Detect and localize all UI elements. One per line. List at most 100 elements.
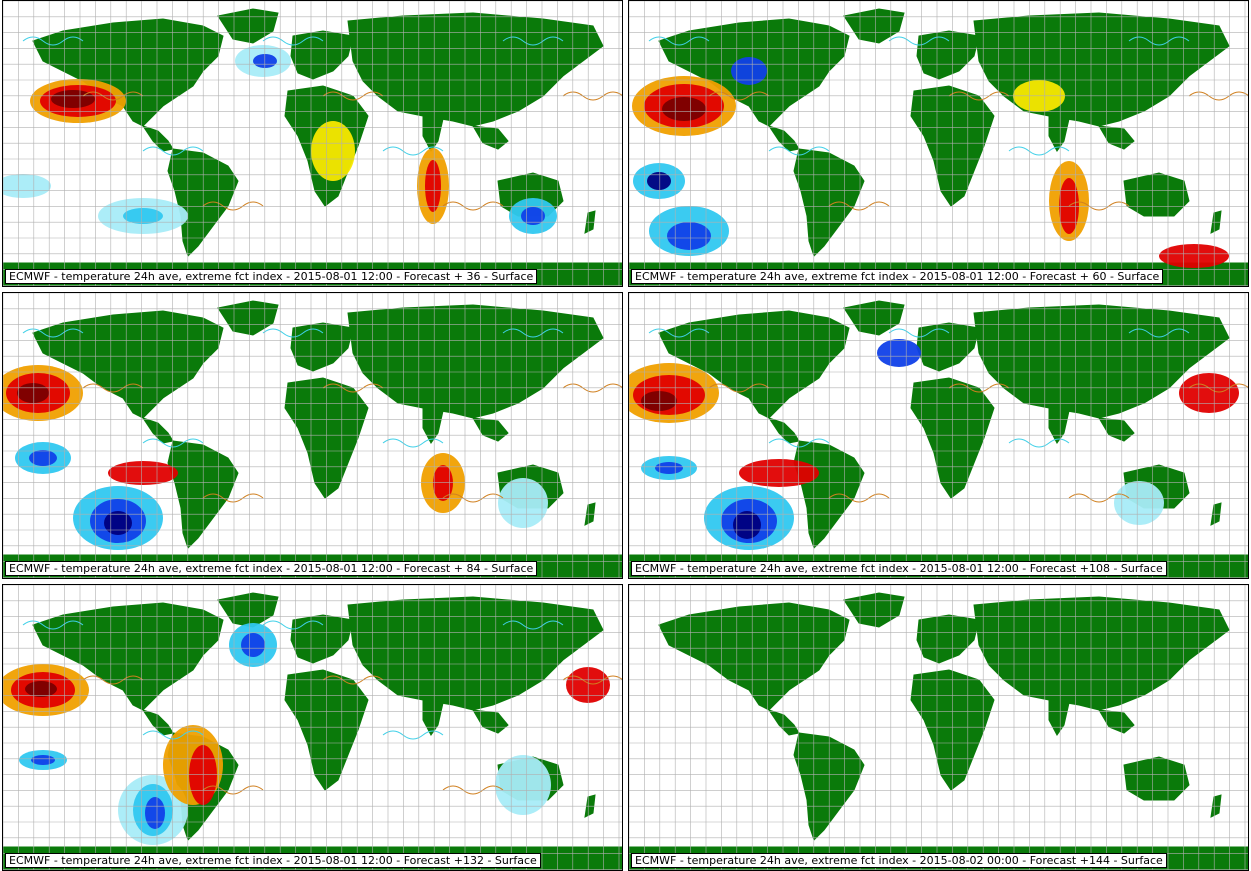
contour-line <box>202 201 264 211</box>
contour-line <box>708 383 770 393</box>
anomaly-area <box>433 465 453 501</box>
greenland <box>217 592 279 628</box>
contour-line <box>82 383 144 393</box>
anomaly-area <box>1159 244 1229 268</box>
anomaly-area <box>311 121 355 181</box>
greenland <box>843 592 905 628</box>
contour-line <box>202 785 264 795</box>
greenland <box>217 8 279 44</box>
contour-line <box>82 675 144 685</box>
map-panel-forecast-108: ECMWF - temperature 24h ave, extreme fct… <box>628 292 1249 579</box>
world-map <box>3 293 622 578</box>
anomaly-area <box>655 462 683 474</box>
contour-line <box>648 36 710 46</box>
map-panel-forecast-36: ECMWF - temperature 24h ave, extreme fct… <box>2 0 623 287</box>
contour-line <box>1128 36 1190 46</box>
contour-line <box>322 383 384 393</box>
world-map <box>3 585 622 870</box>
anomaly-area <box>104 511 132 535</box>
contour-line <box>768 146 830 156</box>
contour-layer <box>22 620 622 795</box>
anomaly-area <box>17 383 49 403</box>
contour-layer <box>22 36 622 211</box>
contour-line <box>888 328 950 338</box>
contour-line <box>442 493 504 503</box>
north-america <box>32 602 224 711</box>
contour-line <box>22 620 84 630</box>
world-map <box>629 1 1248 286</box>
anomaly-area <box>641 391 677 411</box>
map-caption: ECMWF - temperature 24h ave, extreme fct… <box>631 853 1167 868</box>
anomaly-area <box>29 450 57 466</box>
world-map <box>629 293 1248 578</box>
anomaly-area <box>108 461 178 485</box>
anomaly-area <box>241 633 265 657</box>
greenland <box>843 8 905 44</box>
graticule <box>629 1 1248 286</box>
anomaly-area <box>123 208 163 224</box>
contour-line <box>382 438 444 448</box>
contour-line <box>382 730 444 740</box>
world-map <box>3 1 622 286</box>
graticule <box>629 293 1248 578</box>
anomaly-area <box>495 755 551 815</box>
north-america <box>32 310 224 419</box>
contour-line <box>262 620 324 630</box>
contour-line <box>202 493 264 503</box>
anomaly-area <box>521 207 545 225</box>
anomaly-area <box>731 57 767 85</box>
map-caption: ECMWF - temperature 24h ave, extreme fct… <box>631 561 1167 576</box>
anomaly-area <box>425 160 441 212</box>
world-map <box>629 585 1248 870</box>
anomaly-area <box>662 97 706 121</box>
map-panel-forecast-144: ECMWF - temperature 24h ave, extreme fct… <box>628 584 1249 871</box>
australia <box>1123 172 1190 217</box>
anomaly-area <box>667 222 711 250</box>
graticule <box>3 293 622 578</box>
extreme-index-field <box>629 339 1239 550</box>
contour-line <box>22 36 84 46</box>
contour-layer <box>648 36 1248 211</box>
anomaly-area <box>733 511 761 539</box>
north-america <box>658 310 850 419</box>
contour-line <box>322 675 384 685</box>
contour-line <box>502 620 564 630</box>
contour-line <box>442 201 504 211</box>
north-america <box>658 602 850 711</box>
contour-line <box>1008 438 1070 448</box>
map-caption: ECMWF - temperature 24h ave, extreme fct… <box>5 561 538 576</box>
contour-line <box>948 91 1010 101</box>
graticule <box>629 585 1248 870</box>
contour-line <box>768 438 830 448</box>
contour-layer <box>648 328 1248 503</box>
contour-layer <box>22 328 622 503</box>
contour-line <box>142 730 204 740</box>
anomaly-area <box>877 339 921 367</box>
contour-line <box>1128 328 1190 338</box>
contour-line <box>1068 493 1130 503</box>
contour-line <box>828 493 890 503</box>
contour-line <box>888 36 950 46</box>
anomaly-area <box>647 172 671 190</box>
contour-line <box>708 91 770 101</box>
greenland <box>217 300 279 336</box>
contour-line <box>262 328 324 338</box>
australia <box>1123 756 1190 801</box>
contour-line <box>322 91 384 101</box>
contour-line <box>82 91 144 101</box>
contour-line <box>442 785 504 795</box>
anomaly-area <box>498 478 548 528</box>
map-caption: ECMWF - temperature 24h ave, extreme fct… <box>5 853 541 868</box>
contour-line <box>22 328 84 338</box>
contour-line <box>142 146 204 156</box>
contour-line <box>1068 201 1130 211</box>
contour-line <box>382 146 444 156</box>
anomaly-area <box>25 681 57 697</box>
anomaly-area <box>31 755 55 765</box>
map-panel-forecast-84: ECMWF - temperature 24h ave, extreme fct… <box>2 292 623 579</box>
contour-line <box>948 383 1010 393</box>
greenland <box>843 300 905 336</box>
land-layer <box>629 8 1248 286</box>
contour-line <box>1008 146 1070 156</box>
contour-line <box>648 328 710 338</box>
